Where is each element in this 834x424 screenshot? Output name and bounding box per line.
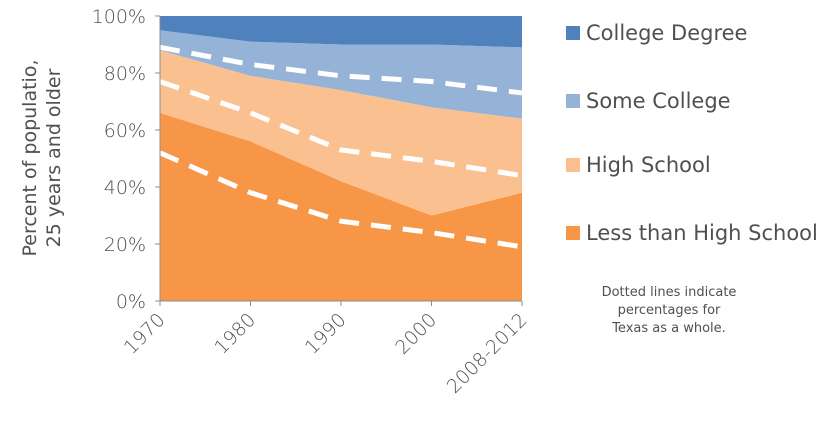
y-tick-label: 40% bbox=[104, 177, 146, 199]
area-less-than-high-school bbox=[160, 112, 522, 302]
texas-dotted-line-3 bbox=[159, 44, 523, 96]
legend-item-high-school: High School bbox=[566, 150, 711, 180]
y-axis-title-line1: Percent of populatio, bbox=[19, 60, 41, 257]
legend-item-college-degree: College Degree bbox=[566, 18, 747, 48]
annotation-note: Dotted lines indicate percentages for Te… bbox=[560, 284, 778, 338]
legend-label: Some College bbox=[586, 89, 731, 113]
texas-dotted-lines bbox=[158, 44, 523, 250]
x-tick-label: 2000 bbox=[391, 309, 441, 359]
x-tick-label: 2008-2012 bbox=[443, 309, 532, 398]
legend-swatch bbox=[566, 26, 580, 40]
legend-item-less-than-high-school: Less than High School bbox=[566, 218, 818, 248]
texas-dotted-line-2 bbox=[159, 79, 523, 179]
legend-swatch bbox=[566, 226, 580, 240]
y-tick-label: 0% bbox=[116, 291, 146, 313]
annotation-line: Dotted lines indicate bbox=[601, 285, 737, 300]
legend-swatch bbox=[566, 158, 580, 172]
y-tick-label: 80% bbox=[104, 63, 146, 85]
annotation-line: percentages for bbox=[617, 303, 721, 318]
legend-label: Less than High School bbox=[586, 221, 818, 245]
legend-item-some-college: Some College bbox=[566, 86, 731, 116]
y-tick-label: 100% bbox=[92, 6, 146, 28]
y-tick-label: 60% bbox=[104, 120, 146, 142]
annotation-line: Texas as a whole. bbox=[612, 321, 726, 336]
legend-label: College Degree bbox=[586, 21, 748, 45]
y-tick-labels: 0% 20% 40% 60% 80% 100% bbox=[92, 6, 160, 313]
area-some-college bbox=[160, 30, 522, 119]
y-tick-label: 20% bbox=[104, 234, 146, 256]
x-tick-label: 1980 bbox=[210, 309, 260, 359]
x-tick-label: 1970 bbox=[120, 309, 170, 359]
area-college-degree bbox=[160, 16, 522, 48]
y-axis-title: Percent of populatio, 25 years and older bbox=[19, 60, 65, 257]
y-axis-title-line2: 25 years and older bbox=[43, 68, 65, 247]
x-tick-label: 1990 bbox=[301, 309, 351, 359]
legend-swatch bbox=[566, 94, 580, 108]
legend-label: High School bbox=[586, 153, 711, 177]
area-high-school bbox=[160, 50, 522, 216]
x-tick-labels: 1970 1980 1990 2000 2008-2012 bbox=[120, 301, 532, 398]
texas-dotted-line-1 bbox=[158, 150, 523, 250]
area-layers bbox=[160, 16, 522, 302]
